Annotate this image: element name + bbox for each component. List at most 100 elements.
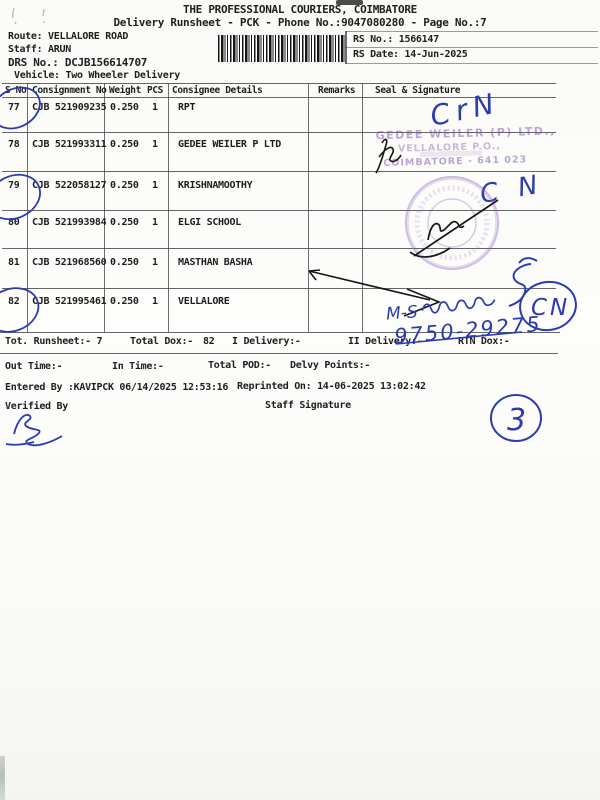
verified-by-label: Verified By <box>5 401 68 412</box>
route-label: Route: <box>8 31 49 42</box>
gk-signature <box>375 138 402 174</box>
header-weight: Weight <box>109 85 141 96</box>
table-col-line <box>104 83 105 332</box>
table-line-top <box>2 83 556 84</box>
vehicle-value: Two Wheeler Delivery <box>65 70 181 81</box>
delvy-points: Delvy Points:- <box>290 360 371 371</box>
out-time: Out Time:- <box>5 361 63 372</box>
rs-box-line-left <box>345 31 347 64</box>
cell-consignee: RPT <box>178 102 196 113</box>
table-col-line <box>168 83 169 332</box>
pen-circle-82 <box>0 287 40 333</box>
cell-weight: 0.250 <box>110 180 139 191</box>
header-seal: Seal & Signature <box>375 85 461 96</box>
total-pod: Total POD:- <box>208 360 271 371</box>
rs-barcode <box>218 35 345 62</box>
pen-arrow <box>308 269 442 317</box>
cell-pcs: 1 <box>152 180 158 191</box>
rs-no-value: 1566147 <box>398 34 439 45</box>
company-title: THE PROFESSIONAL COURIERS, COIMBATORE <box>183 3 417 16</box>
pen-flourish <box>508 257 538 307</box>
cell-pcs: 1 <box>152 257 158 268</box>
header-remarks: Remarks <box>318 85 356 96</box>
circled-three-text: 3 <box>507 403 526 438</box>
header-s-no: S No <box>5 85 27 96</box>
route-line: Route: VELLALORE ROAD <box>8 31 128 42</box>
header-consignee: Consignee Details <box>172 85 263 96</box>
cell-weight: 0.250 <box>110 217 139 228</box>
cell-pcs: 1 <box>152 139 158 150</box>
scan-edge-artifact <box>0 756 5 800</box>
cell-weight: 0.250 <box>110 102 139 113</box>
cell-consignee: MASTHAN BASHA <box>178 257 253 268</box>
tot-runsheet: Tot. Runsheet:- 7 <box>5 336 103 347</box>
entered-by: Entered By :KAVIPCK 06/14/2025 12:53:16 <box>5 382 229 393</box>
total-dox-value: 82 <box>203 336 215 347</box>
cell-weight: 0.250 <box>110 296 139 307</box>
in-time: In Time:- <box>112 361 164 372</box>
cell-consignment: CJB 521909235 <box>32 102 107 113</box>
cell-pcs: 1 <box>152 102 158 113</box>
circled-cn-text: CN <box>531 295 570 321</box>
cell-consignee: KRISHNAMOOTHY <box>178 180 253 191</box>
table-col-line <box>308 83 309 332</box>
cell-s-no: 80 <box>8 217 20 228</box>
ii-delivery: II Delivery:- <box>348 336 423 347</box>
circled-cn: CN <box>519 280 577 332</box>
cell-consignee: ELGI SCHOOL <box>178 217 241 228</box>
drs-label: DRS No.: <box>8 56 65 69</box>
rs-no-line: RS No.: 1566147 <box>353 34 439 45</box>
vehicle-label: Vehicle: <box>14 70 66 81</box>
cell-weight: 0.250 <box>110 139 139 150</box>
runsheet-title: Delivery Runsheet - PCK - Phone No.:9047… <box>113 16 487 29</box>
rs-no-label: RS No.: <box>353 34 399 45</box>
stamp-line-1: GEDEE WEILER (P) LTD., <box>375 124 556 142</box>
rs-box-line-top <box>345 31 598 32</box>
i-delivery: I Delivery:- <box>232 336 301 347</box>
table-row-line <box>2 248 556 249</box>
rs-date-line: RS Date: 14-Jun-2025 <box>353 49 468 60</box>
cell-pcs: 1 <box>152 296 158 307</box>
cell-consignment: CJB 521993311 <box>32 139 107 150</box>
cell-consignment: CJB 522058127 <box>32 180 107 191</box>
table-row-line <box>2 288 556 289</box>
table-row-line <box>2 171 556 172</box>
tot-runsheet-label: Tot. Runsheet:- <box>5 336 97 347</box>
round-school-stamp <box>404 175 500 271</box>
rs-box-line-bottom <box>345 63 598 64</box>
table-col-line <box>27 83 28 332</box>
verified-signature <box>5 413 63 447</box>
cell-s-no: 82 <box>8 296 20 307</box>
handwritten-seal-row79: C N <box>478 169 546 210</box>
total-dox-label: Total Dox:- <box>130 336 193 347</box>
cell-s-no: 77 <box>8 102 20 113</box>
header-pcs: PCS <box>147 85 163 96</box>
route-value: VELLALORE ROAD <box>48 31 129 42</box>
vehicle-line: Vehicle: Two Wheeler Delivery <box>14 70 180 81</box>
cell-consignment: CJB 521993984 <box>32 217 107 228</box>
handwritten-tamil-script <box>421 296 496 314</box>
cell-consignee: GEDEE WEILER P LTD <box>178 139 281 150</box>
header-consignment: Consignment No <box>32 85 107 96</box>
rs-box-line-mid <box>345 47 598 48</box>
rs-date-value: 14-Jun-2025 <box>404 49 468 60</box>
circled-three: 3 <box>490 394 542 442</box>
staff-signature-label: Staff Signature <box>265 400 351 411</box>
staff-line: Staff: ARUN <box>8 44 71 55</box>
cell-weight: 0.250 <box>110 257 139 268</box>
cell-consignment: CJB 521968560 <box>32 257 107 268</box>
handwritten-name: M-S <box>385 302 418 324</box>
rs-date-label: RS Date: <box>353 49 405 60</box>
rtn-dox: RTN Dox:- <box>458 336 510 347</box>
staff-label: Staff: <box>8 44 49 55</box>
stamp-line-3: COIMBATORE - 641 023 <box>383 154 527 169</box>
table-row-line <box>2 132 556 133</box>
drs-value: DCJB156614707 <box>64 56 148 69</box>
table-row-line <box>2 210 556 211</box>
table-line-bottom <box>0 332 560 333</box>
tot-runsheet-value: 7 <box>96 336 103 347</box>
cell-s-no: 78 <box>8 139 20 150</box>
drs-line: DRS No.: DCJB156614707 <box>8 56 147 69</box>
table-line-header <box>2 97 556 98</box>
cell-s-no: 79 <box>8 180 20 191</box>
